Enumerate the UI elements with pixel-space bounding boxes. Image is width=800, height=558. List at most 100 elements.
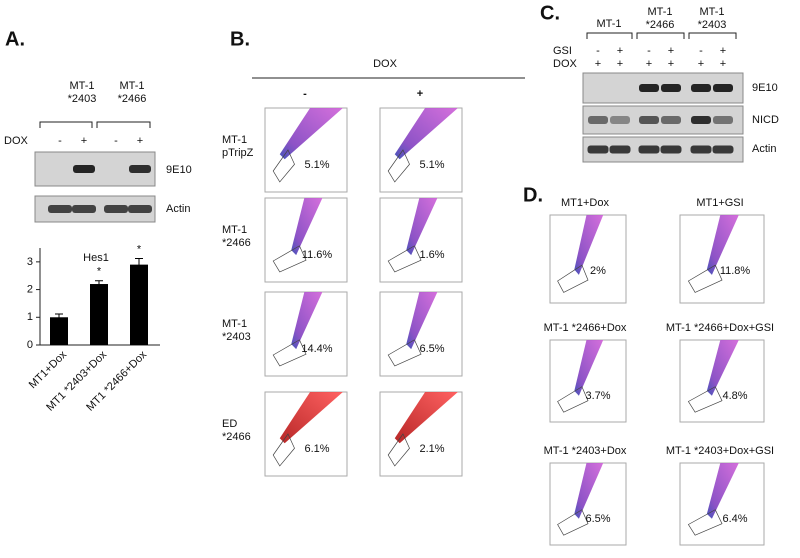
gate [387,433,410,467]
percent: 14.4% [301,343,332,355]
band [661,116,681,124]
lane-sign: + [81,135,87,147]
band [610,116,630,124]
header: DOX [373,58,398,70]
band [660,145,682,154]
blot-label: NICD [752,114,779,126]
cell-cloud [291,292,323,350]
band [72,205,96,213]
cell-cloud [574,463,604,519]
lane-sign: - [647,45,651,57]
plot-title: MT1+Dox [561,197,609,209]
row-label: MT-1 [222,318,247,330]
percent: 3.7% [585,390,610,402]
cell-cloud [706,463,739,519]
gate [272,245,307,273]
plot-title: MT1+GSI [696,197,743,209]
lane-sign: + [698,58,704,70]
plot-title: MT-1 *2403+Dox+GSI [666,445,774,457]
lane-sign: - [58,135,62,147]
group-label: MT-1 [596,18,621,30]
cell-cloud [406,292,438,350]
band [588,116,608,124]
band [104,205,128,213]
percent: 1.6% [419,249,444,261]
band [48,205,72,213]
bracket [586,32,633,39]
band [639,116,659,124]
percent: 11.6% [302,249,333,261]
y-tick-label: 1 [27,311,33,323]
gate [557,264,589,293]
row-label: MT-1 [222,134,247,146]
lane-sign: + [668,45,674,57]
group-label: *2466 [118,93,147,105]
band [638,145,660,154]
lane-sign: + [617,58,623,70]
lane-sign: + [720,58,726,70]
y-tick-label: 3 [27,256,33,268]
band [690,145,712,154]
band [609,145,631,154]
cell-cloud [706,215,739,275]
percent: 5.1% [304,159,329,171]
gate [687,509,723,536]
percent: 11.8% [720,265,751,277]
bar [90,284,108,345]
x-tick-label: MT1+Dox [27,348,70,391]
group-label: MT-1 [647,6,672,18]
lane-sign: + [137,135,143,147]
cell-cloud [291,198,323,256]
band [712,145,734,154]
blot-label: Actin [752,143,776,155]
gate [272,339,307,367]
plot-title: MT-1 *2466+Dox [544,322,627,334]
percent: 5.1% [419,159,444,171]
lane-sign: + [646,58,652,70]
panel-label: B. [230,28,250,50]
band [73,165,95,173]
blot-label: Actin [166,203,190,215]
bar [50,317,68,345]
band [587,145,609,154]
gate [687,264,723,293]
panel-label: C. [540,2,560,24]
row-label: MT-1 [222,224,247,236]
group-label: MT-1 [699,6,724,18]
cell-cloud [394,392,458,444]
percent: 6.4% [722,513,747,525]
percent: 2.1% [419,443,444,455]
row-label: *2466 [222,431,251,443]
band [129,165,151,173]
row-label: *2403 [222,331,251,343]
gate [272,433,295,467]
band [691,84,711,92]
lane-sign: + [595,58,601,70]
blot-label: 9E10 [752,82,778,94]
row-label: DOX [553,58,578,70]
cell-cloud [406,198,438,256]
bracket [39,121,93,128]
percent: 6.5% [585,513,610,525]
bracket [688,32,737,39]
group-label: *2403 [68,93,97,105]
y-tick-label: 0 [27,339,33,351]
error-bar [95,280,103,288]
gate [557,509,589,536]
panel-label: A. [5,28,25,50]
plot-title: MT-1 *2466+Dox+GSI [666,322,774,334]
lane-sign: + [617,45,623,57]
cell-cloud [574,215,604,275]
lane-sign: - [699,45,703,57]
cell-cloud [279,108,343,160]
cell-cloud [394,108,458,160]
cell-cloud [279,392,343,444]
significance: * [137,243,142,255]
blot-label: 9E10 [166,164,192,176]
group-label: MT-1 [69,80,94,92]
band [639,84,659,92]
group-label: MT-1 [119,80,144,92]
lane-sign: + [668,58,674,70]
chart-title: Hes1 [83,252,109,264]
